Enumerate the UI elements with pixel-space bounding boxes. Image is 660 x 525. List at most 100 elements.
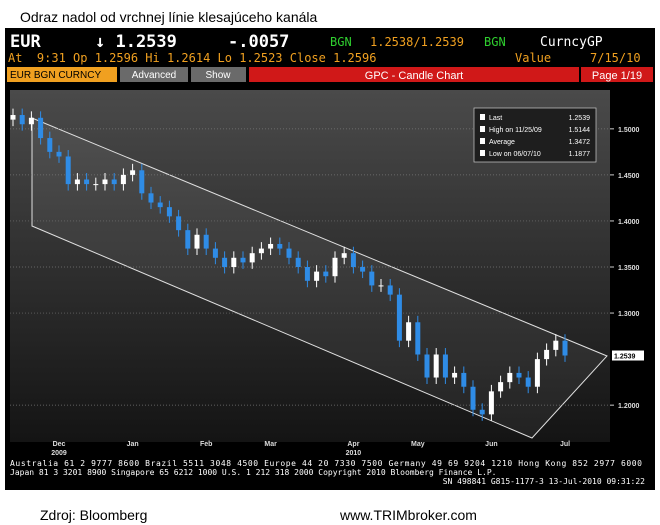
footer-line: Australia 61 2 9777 8600 Brazil 5511 304…: [10, 459, 642, 468]
y-tick-label: 1.4500: [618, 173, 640, 180]
legend-box: [473, 107, 597, 163]
value-label: Value: [515, 51, 551, 65]
x-tick-label: Jun: [485, 441, 497, 448]
footer-line: SN 498841 G815-1177-3 13-Jul-2010 09:31:…: [443, 477, 645, 486]
candle-body: [47, 138, 53, 152]
candle-body: [433, 354, 439, 378]
bid-ask: 1.2538/1.2539: [370, 35, 464, 49]
value-date: 7/15/10: [590, 51, 641, 65]
candle-body: [268, 243, 274, 249]
candle-body: [470, 386, 476, 410]
source: BGN: [484, 35, 506, 49]
candle-body: [415, 322, 421, 355]
x-tick-label: Apr: [347, 441, 359, 448]
candle-body: [387, 285, 393, 295]
candle-body: [534, 359, 540, 387]
function-title: GPC - Candle Chart: [365, 70, 463, 82]
candle-body: [479, 409, 485, 415]
candle-body: [166, 207, 172, 217]
candle-body: [102, 179, 108, 185]
candle-body: [28, 117, 34, 125]
candle-body: [396, 294, 402, 341]
legend-value: 1.3472: [569, 139, 591, 146]
candle-body: [295, 257, 301, 267]
y-tick-label: 1.3000: [618, 311, 640, 318]
candle-body: [442, 354, 448, 378]
candle-body: [553, 340, 559, 350]
candle-body: [19, 115, 25, 125]
function-bar: [249, 67, 579, 82]
candle-body: [56, 151, 62, 157]
page-indicator: [581, 67, 653, 82]
info-line: At 9:31 Op 1.2596 Hi 1.2614 Lo 1.2523 Cl…: [8, 51, 376, 65]
candle-body: [525, 377, 531, 387]
candle-body: [424, 354, 430, 378]
candle-body: [304, 267, 310, 281]
tab[interactable]: [120, 67, 188, 82]
legend-value: 1.1877: [569, 151, 591, 158]
candle-body: [562, 340, 568, 356]
x-tick-label: May: [411, 441, 425, 448]
x-tick-label: Mar: [264, 441, 277, 448]
candle-body: [74, 179, 80, 185]
candle-body: [93, 184, 99, 186]
last-price: ↓ 1.2539: [95, 32, 177, 52]
candle-body: [341, 253, 347, 258]
page-indicator: Page 1/19: [592, 70, 642, 82]
tab-label: Advanced: [132, 70, 176, 81]
candle-body: [185, 230, 191, 249]
candle-body: [157, 202, 163, 208]
candle-body: [277, 243, 283, 249]
candle-body: [231, 257, 237, 267]
legend-label: Low on 06/07/10: [489, 151, 541, 158]
candle-body: [498, 382, 504, 392]
candle-body: [203, 234, 209, 249]
legend-icon: [480, 114, 485, 120]
candle-body: [38, 117, 44, 139]
tab[interactable]: [191, 67, 246, 82]
channel: [31, 117, 608, 439]
candle-body: [10, 115, 16, 120]
last-price-tag: [612, 350, 644, 361]
candle-body: [350, 253, 356, 267]
caption: Odraz nadol od vrchnej línie klesajúceho…: [20, 9, 318, 25]
candle-body: [111, 179, 117, 185]
legend-label: Last: [489, 115, 502, 122]
y-tick-label: 1.4000: [618, 219, 640, 226]
candle-body: [194, 234, 200, 249]
change: -.0057: [228, 32, 289, 52]
candle-body: [120, 174, 126, 185]
candle-body: [323, 271, 329, 277]
candle-body: [286, 248, 292, 258]
legend-icon: [480, 150, 485, 156]
y-tick-label: 1.5000: [618, 127, 640, 134]
candle-body: [461, 372, 467, 387]
legend-label: Average: [489, 139, 515, 146]
candle-body: [332, 257, 338, 277]
market: CurncyGP: [540, 35, 603, 50]
candle-body: [378, 285, 384, 287]
y-tick-label: 1.2000: [618, 403, 640, 410]
legend-value: 1.5144: [569, 127, 591, 134]
candle-body: [139, 170, 145, 194]
legend-icon: [480, 126, 485, 132]
candle-body: [314, 271, 320, 281]
tab[interactable]: [7, 67, 117, 82]
legend-icon: [480, 138, 485, 144]
tab-label: Show: [205, 70, 231, 81]
candle-body: [452, 372, 458, 378]
legend-value: 1.2539: [569, 115, 591, 122]
candle-body: [65, 156, 71, 185]
y-tick-label: 1.3500: [618, 265, 640, 272]
x-tick-label: Jul: [560, 441, 570, 448]
candle-body: [249, 253, 255, 263]
tab-label: EUR BGN CURNCY: [10, 70, 101, 81]
website: www.TRIMbroker.com: [339, 507, 477, 523]
candle-body: [544, 349, 550, 360]
legend-label: High on 11/25/09: [489, 127, 542, 134]
candle-body: [148, 193, 154, 203]
source-note: Zdroj: Bloomberg: [40, 507, 147, 523]
candle-body: [240, 257, 246, 263]
candle-body: [130, 170, 136, 175]
